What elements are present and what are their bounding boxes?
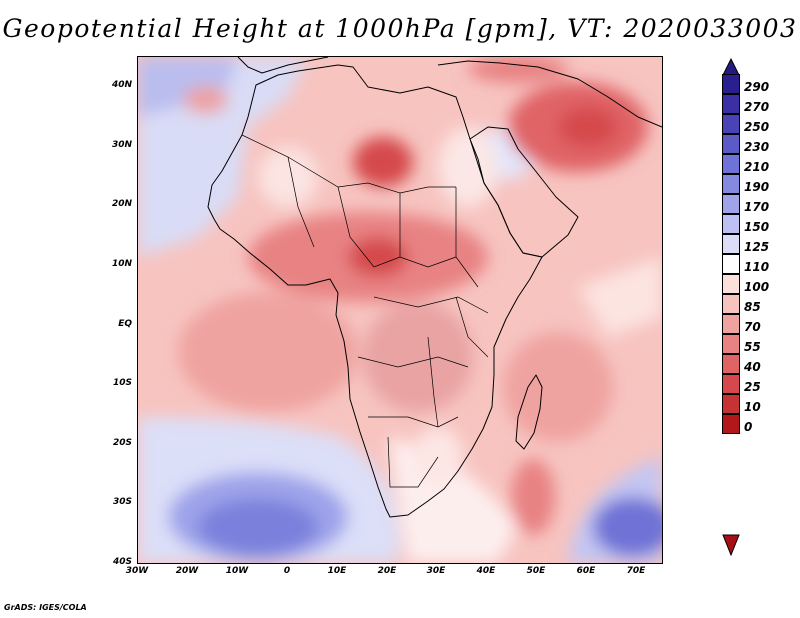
- colorbar-label: 230: [744, 140, 770, 154]
- colorbar-label: 0: [744, 420, 753, 434]
- field-nw-atlantic: [138, 57, 308, 257]
- colorbar-label: 85: [744, 300, 761, 314]
- lat-label-30s: 30S: [112, 497, 132, 507]
- field-iran-core: [558, 107, 618, 147]
- colorbar-swatch: [722, 214, 740, 234]
- iberia-coast: [237, 57, 329, 74]
- eurasia-coast: [437, 60, 662, 128]
- colorbar-label: 150: [744, 220, 770, 234]
- madagascar-outline: [515, 374, 543, 450]
- field-turkey: [468, 57, 568, 83]
- chart-title: Geopotential Height at 1000hPa [gpm], VT…: [2, 14, 798, 43]
- colorbar-swatch: [722, 114, 740, 134]
- lon-label-0: 0: [283, 566, 291, 576]
- grads-credit: GrADS: IGES/COLA: [4, 603, 87, 612]
- colorbar-swatch: [722, 294, 740, 314]
- border-east-rift: [427, 336, 439, 428]
- colorbar-label: 125: [744, 240, 770, 254]
- colorbar-swatch: [722, 74, 740, 94]
- lon-label-20w: 20W: [175, 566, 199, 576]
- colorbar-swatch: [722, 334, 740, 354]
- border-southern: [387, 436, 439, 488]
- lat-label-40n: 40N: [111, 80, 132, 90]
- field-egypt: [438, 127, 498, 207]
- arabia-outline: [469, 126, 579, 258]
- lat-label-10n: 10N: [111, 259, 132, 269]
- border-egypt-sudan: [455, 187, 479, 288]
- colorbar-label: 210: [744, 160, 770, 174]
- colorbar-swatch: [722, 154, 740, 174]
- lat-label-40s: 40S: [112, 557, 132, 567]
- colorbar-label: 25: [744, 380, 761, 394]
- colorbar-swatch: [722, 174, 740, 194]
- colorbar-label: 290: [744, 80, 770, 94]
- colorbar-label: 55: [744, 340, 761, 354]
- colorbar-label: 170: [744, 200, 770, 214]
- field-chad-core: [348, 237, 408, 277]
- height-field-map: [138, 57, 662, 563]
- field-mozambique-high: [511, 459, 555, 535]
- colorbar-swatch: [722, 394, 740, 414]
- colorbar-swatch: [722, 354, 740, 374]
- colorbar-swatch: [722, 414, 740, 434]
- colorbar-swatch: [722, 194, 740, 214]
- field-nw-corner: [138, 57, 238, 117]
- colorbar-label: 40: [744, 360, 761, 374]
- colorbar-swatch: [722, 234, 740, 254]
- border-kenya: [455, 296, 489, 358]
- border-congo: [357, 356, 469, 368]
- field-gulf-guinea: [178, 292, 358, 412]
- lon-label-40e: 40E: [476, 566, 496, 576]
- field-s-indian-core: [593, 497, 662, 557]
- coastlines: [207, 57, 662, 518]
- colorbar-swatch: [722, 374, 740, 394]
- colorbar-swatch: [722, 254, 740, 274]
- colorbar-label: 270: [744, 100, 770, 114]
- colorbar-swatch: [722, 134, 740, 154]
- colorbar-label: 100: [744, 280, 770, 294]
- colorbar-label: 190: [744, 180, 770, 194]
- field-s-atlantic-deep: [198, 499, 318, 555]
- border-angola: [368, 416, 459, 428]
- lon-label-60e: 60E: [576, 566, 596, 576]
- lon-label-30e: 30E: [426, 566, 446, 576]
- lat-label-20n: 20N: [111, 199, 132, 209]
- lon-label-20e: 20E: [377, 566, 397, 576]
- lon-label-50e: 50E: [526, 566, 546, 576]
- field-west-sahara: [258, 147, 318, 207]
- colorbar-label: 10: [744, 400, 761, 414]
- border-west-1: [287, 156, 315, 248]
- colorbar-swatch: [722, 314, 740, 334]
- lon-label-10w: 10W: [225, 566, 249, 576]
- map-panel: [137, 56, 663, 564]
- lat-label-eq: EQ: [118, 319, 132, 329]
- lat-label-20s: 20S: [112, 438, 132, 448]
- field-libya-core: [353, 137, 413, 187]
- lon-label-30w: 30W: [125, 566, 149, 576]
- field-madagascar-area: [503, 332, 613, 442]
- field-atlantic-high: [184, 86, 228, 114]
- colorbar-label: 110: [744, 260, 770, 274]
- colorbar-swatch: [722, 274, 740, 294]
- border-sahel: [337, 186, 457, 268]
- lon-label-10e: 10E: [327, 566, 347, 576]
- colorbar-swatch: [722, 94, 740, 114]
- field-indian-east: [578, 257, 662, 337]
- colorbar-bottom-arrow: [722, 534, 740, 556]
- lat-label-10s: 10S: [112, 378, 132, 388]
- border-central: [373, 296, 489, 314]
- lon-label-70e: 70E: [626, 566, 646, 576]
- field-congo: [363, 302, 473, 412]
- colorbar-label: 70: [744, 320, 761, 334]
- africa-outline: [207, 64, 543, 518]
- lat-label-30n: 30N: [111, 140, 132, 150]
- colorbar-label: 250: [744, 120, 770, 134]
- borders: [241, 134, 489, 488]
